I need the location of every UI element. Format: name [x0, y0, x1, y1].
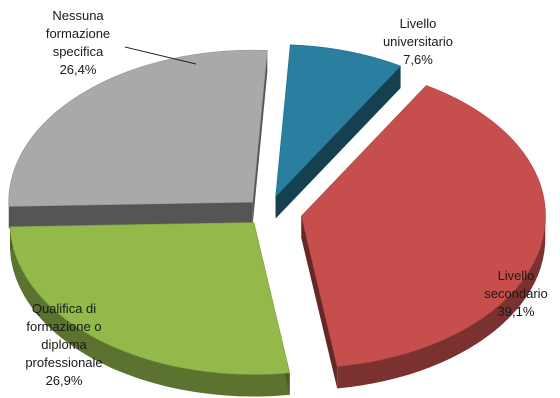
pie-slice-wall-2-0 [10, 226, 290, 397]
slice-value-label-3: 26,4% [60, 62, 97, 77]
pie-slice-face-3-0 [8, 202, 253, 229]
pie-slice-0 [275, 44, 402, 198]
slice-label-2-0: Qualifica di [32, 301, 96, 316]
slice-value-label-2: 26,9% [46, 373, 83, 388]
pie-slice-face-0-1 [275, 66, 401, 219]
leader-line-3 [124, 46, 197, 65]
pie-slice-1 [301, 85, 546, 367]
slice-value-label-1: 39,1% [498, 304, 535, 319]
slice-label-0-1: universitario [383, 34, 453, 49]
slice-label-0-0: Livello [400, 16, 437, 31]
slice-label-1-1: secondario [484, 286, 548, 301]
slice-label-3-0: Nessuna [52, 8, 104, 23]
slice-label-3-2: specifica [53, 44, 104, 59]
slice-label-2-2: diploma [41, 337, 87, 352]
pie-slice-3 [8, 49, 268, 207]
pie-slice-2 [9, 222, 291, 375]
slice-label-1-0: Livello [498, 268, 535, 283]
pie-slice-face-1-1 [301, 216, 338, 389]
slice-label-2-1: formazione o [26, 319, 101, 334]
slice-label-3-1: formazione [46, 26, 110, 41]
pie-slice-face-3-1 [252, 50, 268, 225]
slice-value-label-0: 7,6% [403, 52, 433, 67]
slice-label-2-3: professionale [25, 355, 102, 370]
